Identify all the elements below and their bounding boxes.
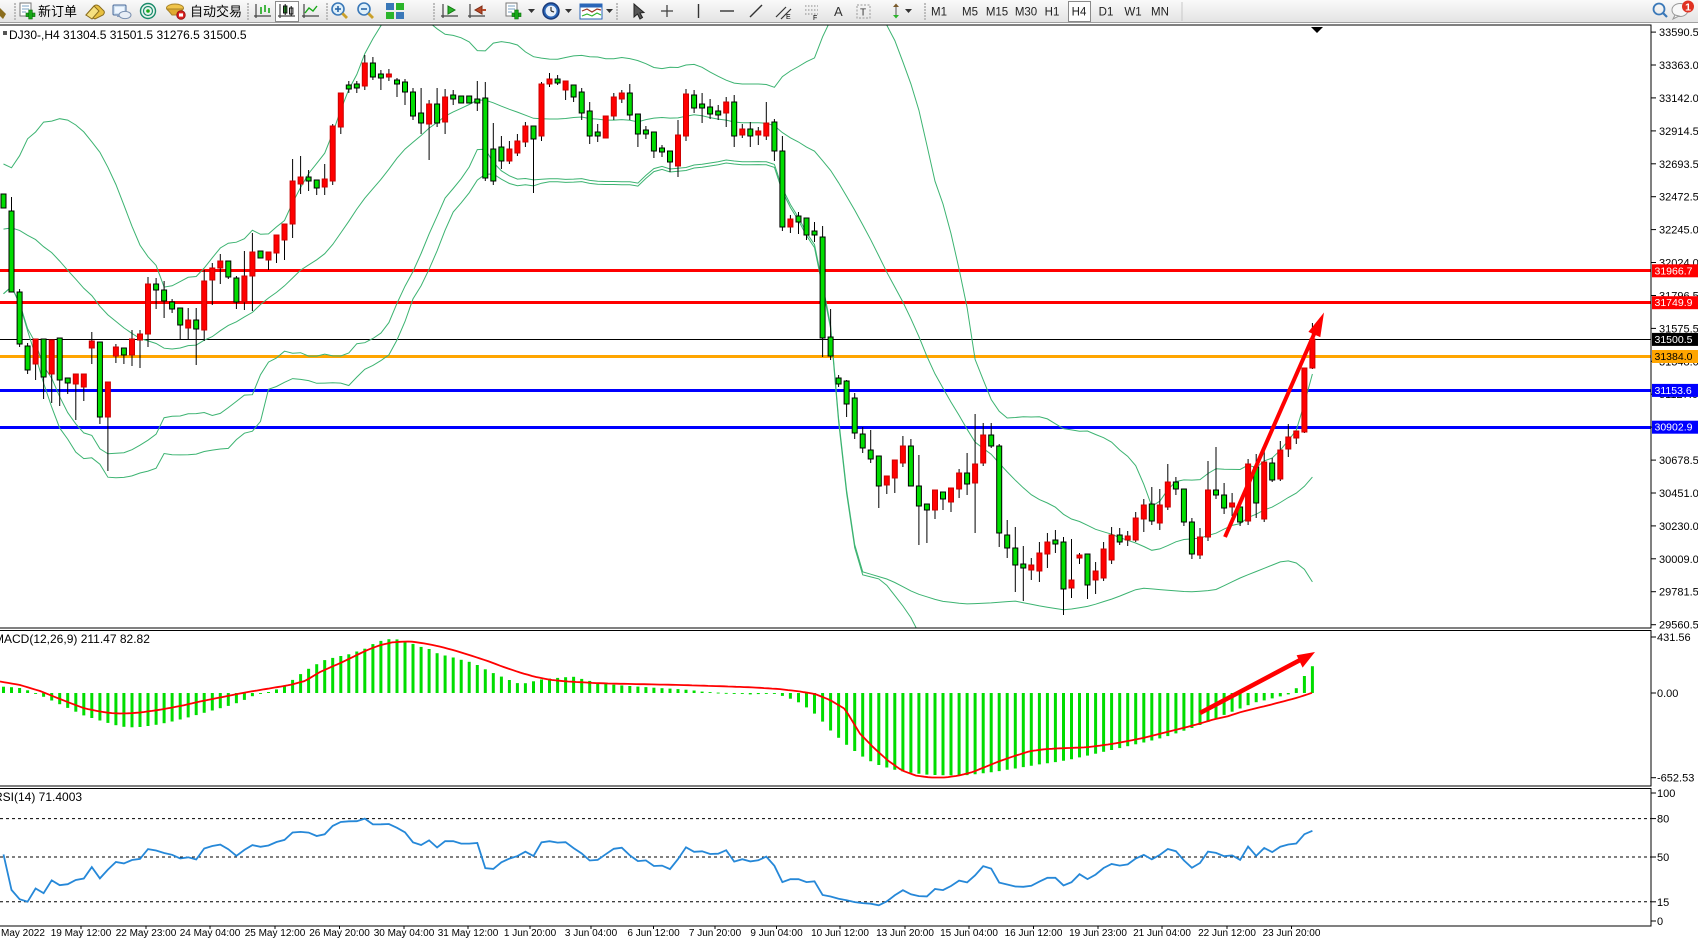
svg-text:29560.5: 29560.5 xyxy=(1659,620,1698,632)
svg-text:MN: MN xyxy=(1151,7,1169,19)
svg-text:30902.9: 30902.9 xyxy=(1655,422,1693,434)
svg-text:30 May 04:00: 30 May 04:00 xyxy=(374,928,435,939)
svg-text:M30: M30 xyxy=(1015,7,1037,19)
svg-text:M1: M1 xyxy=(931,7,947,19)
svg-text:-652.53: -652.53 xyxy=(1657,773,1694,785)
svg-text:100: 100 xyxy=(1657,788,1675,800)
svg-text:31749.9: 31749.9 xyxy=(1655,297,1693,309)
svg-text:19 May 12:00: 19 May 12:00 xyxy=(51,928,112,939)
svg-text:D1: D1 xyxy=(1099,7,1114,19)
svg-text:29781.5: 29781.5 xyxy=(1659,587,1698,599)
svg-text:30451.0: 30451.0 xyxy=(1659,488,1698,500)
svg-text:T: T xyxy=(860,8,866,19)
svg-text:31153.6: 31153.6 xyxy=(1655,385,1692,397)
svg-text:W1: W1 xyxy=(1124,7,1141,19)
svg-text:1 Jun 20:00: 1 Jun 20:00 xyxy=(504,928,557,939)
svg-text:50: 50 xyxy=(1657,852,1669,864)
svg-text:DJ30-,H4 31304.5 31501.5 3127: DJ30-,H4 31304.5 31501.5 31276.5 31500.5 xyxy=(9,28,247,42)
svg-text:30678.5: 30678.5 xyxy=(1659,455,1698,467)
svg-text:3 Jun 04:00: 3 Jun 04:00 xyxy=(565,928,618,939)
svg-text:E: E xyxy=(786,14,791,21)
svg-text:0.00: 0.00 xyxy=(1657,688,1678,700)
svg-text:32914.5: 32914.5 xyxy=(1659,126,1698,138)
svg-text:13 Jun 20:00: 13 Jun 20:00 xyxy=(876,928,934,939)
svg-text:30009.0: 30009.0 xyxy=(1659,554,1698,566)
svg-text:30230.0: 30230.0 xyxy=(1659,521,1698,533)
svg-text:自动交易: 自动交易 xyxy=(190,4,242,19)
svg-text:31500.5: 31500.5 xyxy=(1655,334,1693,346)
svg-text:31 May 12:00: 31 May 12:00 xyxy=(438,928,499,939)
svg-text:May 2022: May 2022 xyxy=(1,928,45,939)
svg-text:32245.0: 32245.0 xyxy=(1659,225,1698,237)
svg-text:31384.0: 31384.0 xyxy=(1655,351,1693,363)
svg-text:M15: M15 xyxy=(986,7,1008,19)
svg-text:H1: H1 xyxy=(1045,7,1060,19)
svg-text:MACD(12,26,9) 211.47 82.82: MACD(12,26,9) 211.47 82.82 xyxy=(0,632,150,646)
svg-text:A: A xyxy=(834,4,843,19)
svg-text:0: 0 xyxy=(1657,916,1663,928)
svg-text:21 Jun 04:00: 21 Jun 04:00 xyxy=(1133,928,1191,939)
svg-text:新订单: 新订单 xyxy=(38,4,77,19)
svg-text:1: 1 xyxy=(1685,2,1691,14)
svg-text:31966.7: 31966.7 xyxy=(1655,265,1693,277)
svg-text:22 May 23:00: 22 May 23:00 xyxy=(116,928,177,939)
svg-text:15 Jun 04:00: 15 Jun 04:00 xyxy=(940,928,998,939)
svg-text:33142.0: 33142.0 xyxy=(1659,93,1698,105)
svg-text:80: 80 xyxy=(1657,814,1669,826)
svg-text:16 Jun 12:00: 16 Jun 12:00 xyxy=(1005,928,1063,939)
svg-text:6 Jun 12:00: 6 Jun 12:00 xyxy=(627,928,680,939)
svg-text:M5: M5 xyxy=(962,7,978,19)
svg-text:RSI(14) 71.4003: RSI(14) 71.4003 xyxy=(0,790,82,804)
svg-text:19 Jun 23:00: 19 Jun 23:00 xyxy=(1069,928,1127,939)
svg-text:9 Jun 04:00: 9 Jun 04:00 xyxy=(750,928,803,939)
svg-text:33363.0: 33363.0 xyxy=(1659,60,1698,72)
svg-text:H4: H4 xyxy=(1072,7,1087,19)
svg-text:25 May 12:00: 25 May 12:00 xyxy=(245,928,306,939)
svg-text:32693.5: 32693.5 xyxy=(1659,159,1698,171)
svg-text:26 May 20:00: 26 May 20:00 xyxy=(309,928,370,939)
svg-text:33590.5: 33590.5 xyxy=(1659,27,1698,39)
svg-text:31575.5: 31575.5 xyxy=(1659,323,1698,335)
svg-text:7 Jun 20:00: 7 Jun 20:00 xyxy=(689,928,742,939)
svg-text:10 Jun 12:00: 10 Jun 12:00 xyxy=(811,928,869,939)
svg-text:F: F xyxy=(813,15,817,22)
svg-text:23 Jun 20:00: 23 Jun 20:00 xyxy=(1263,928,1321,939)
svg-text:24 May 04:00: 24 May 04:00 xyxy=(180,928,241,939)
svg-text:22 Jun 12:00: 22 Jun 12:00 xyxy=(1198,928,1256,939)
svg-text:431.56: 431.56 xyxy=(1657,632,1691,644)
svg-text:15: 15 xyxy=(1657,897,1669,909)
svg-text:32472.5: 32472.5 xyxy=(1659,192,1698,204)
